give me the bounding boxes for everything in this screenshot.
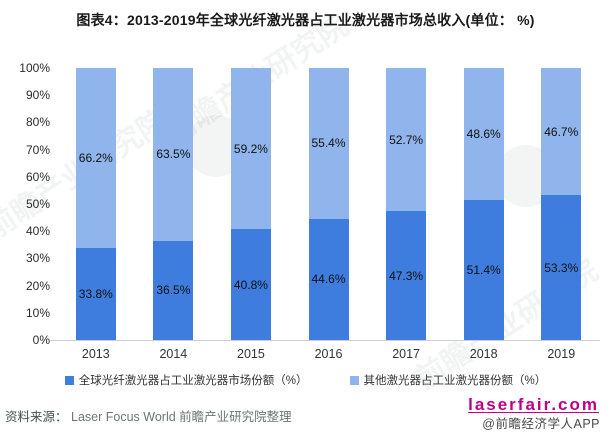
- bar-value-label: 51.4%: [466, 263, 501, 278]
- bar-segment: 63.5%: [153, 68, 194, 241]
- bar-value-label: 66.2%: [78, 151, 113, 166]
- y-tick-label: 30%: [25, 251, 50, 266]
- bar-stack: 47.3% 52.7%: [386, 68, 427, 340]
- x-tick-label: 2016: [314, 347, 343, 361]
- bar-segment: 66.2%: [75, 68, 116, 249]
- bar-segment: 52.7%: [386, 68, 427, 212]
- x-tick-label: 2019: [547, 347, 576, 361]
- legend-swatch: [349, 375, 359, 385]
- bar-value-label: 40.8%: [233, 277, 268, 292]
- bar-segment: 48.6%: [463, 68, 504, 201]
- bar-segment: 33.8%: [75, 248, 116, 340]
- bar-value-label: 36.5%: [156, 283, 191, 298]
- bar-stack: 44.6% 55.4%: [308, 68, 349, 340]
- x-tick-label: 2018: [469, 347, 498, 361]
- bar-value-label: 59.2%: [233, 141, 268, 156]
- bar-segment: 36.5%: [153, 240, 194, 340]
- bar-value-label: 52.7%: [389, 132, 424, 147]
- legend-item-fiber: 全球光纤激光器占工业激光器市场份额（%）: [64, 372, 308, 388]
- bar-stack: 53.3% 46.7%: [541, 68, 582, 340]
- legend-item-other: 其他激光器占工业激光器份额（%）: [349, 372, 547, 388]
- x-tick-label: 2015: [237, 347, 265, 361]
- bar-stack: 33.8% 66.2%: [75, 68, 116, 340]
- bar-group: 44.6% 55.4%: [290, 68, 368, 340]
- plot-area: 33.8% 66.2% 36.5% 63.5% 40.8% 59.2% 44.6% 55.4%…: [57, 68, 600, 340]
- y-axis: 0% 10% 20% 30% 40% 50% 60% 70% 80% 90% 100%: [0, 61, 50, 347]
- bar-value-label: 44.6%: [311, 272, 346, 287]
- bar-segment: 55.4%: [308, 68, 349, 219]
- y-tick-label: 10%: [25, 305, 50, 320]
- x-tick-label: 2017: [392, 347, 420, 361]
- y-tick-label: 40%: [25, 224, 50, 239]
- x-tick-label: 2013: [81, 347, 110, 361]
- legend-label: 全球光纤激光器占工业激光器市场份额（%）: [78, 375, 308, 387]
- bar-value-label: 33.8%: [78, 287, 113, 302]
- bar-group: 47.3% 52.7%: [367, 68, 445, 340]
- y-tick-label: 20%: [25, 278, 50, 293]
- bar-value-label: 55.4%: [311, 136, 346, 151]
- y-tick-label: 70%: [25, 142, 50, 157]
- bar-group: 40.8% 59.2%: [212, 68, 290, 340]
- chart-title: 图表4：2013-2019年全球光纤激光器占工业激光器市场总收入(单位： %): [76, 12, 535, 28]
- legend-swatch: [64, 375, 74, 385]
- watermark-credit: @前瞻经济学人APP: [482, 417, 600, 431]
- bar-segment: 40.8%: [230, 229, 271, 340]
- source-text: Laser Focus World 前瞻产业研究院整理: [71, 410, 292, 424]
- bar-stack: 36.5% 63.5%: [153, 68, 194, 340]
- bar-group: 36.5% 63.5%: [135, 68, 213, 340]
- y-tick-label: 90%: [25, 88, 50, 103]
- bar-segment: 59.2%: [230, 68, 271, 230]
- bar-segment: 53.3%: [541, 195, 582, 340]
- bar-segment: 44.6%: [308, 218, 349, 340]
- y-tick-label: 50%: [25, 197, 50, 211]
- y-tick-label: 0%: [32, 333, 50, 347]
- x-tick-label: 2014: [159, 347, 188, 361]
- source-label: 资料来源：: [5, 410, 68, 424]
- bar-segment: 47.3%: [386, 211, 427, 340]
- legend-label: 其他激光器占工业激光器份额（%）: [363, 375, 547, 387]
- bar-value-label: 48.6%: [466, 127, 501, 142]
- bar-segment: 46.7%: [541, 68, 582, 196]
- bar-group: 33.8% 66.2%: [57, 68, 135, 340]
- bar-stack: 51.4% 48.6%: [463, 68, 504, 340]
- bar-value-label: 53.3%: [544, 260, 579, 275]
- x-axis-line: [50, 340, 600, 341]
- bar-group: 53.3% 46.7%: [522, 68, 600, 340]
- bar-value-label: 46.7%: [544, 124, 579, 139]
- watermark-site-link: laserfair.com: [468, 395, 599, 414]
- bar-value-label: 63.5%: [156, 147, 191, 162]
- bar-value-label: 47.3%: [389, 268, 424, 283]
- y-tick-label: 60%: [25, 169, 50, 184]
- bar-group: 51.4% 48.6%: [445, 68, 523, 340]
- source-line: 资料来源： Laser Focus World 前瞻产业研究院整理: [5, 406, 292, 425]
- y-tick-label: 100%: [19, 61, 50, 75]
- x-axis-labels: 2013 2014 2015 2016 2017 2018 2019: [57, 347, 600, 361]
- y-tick-label: 80%: [25, 115, 50, 130]
- bar-segment: 51.4%: [463, 200, 504, 340]
- legend: 全球光纤激光器占工业激光器市场份额（%） 其他激光器占工业激光器份额（%）: [0, 372, 611, 388]
- bar-stack: 40.8% 59.2%: [230, 68, 271, 340]
